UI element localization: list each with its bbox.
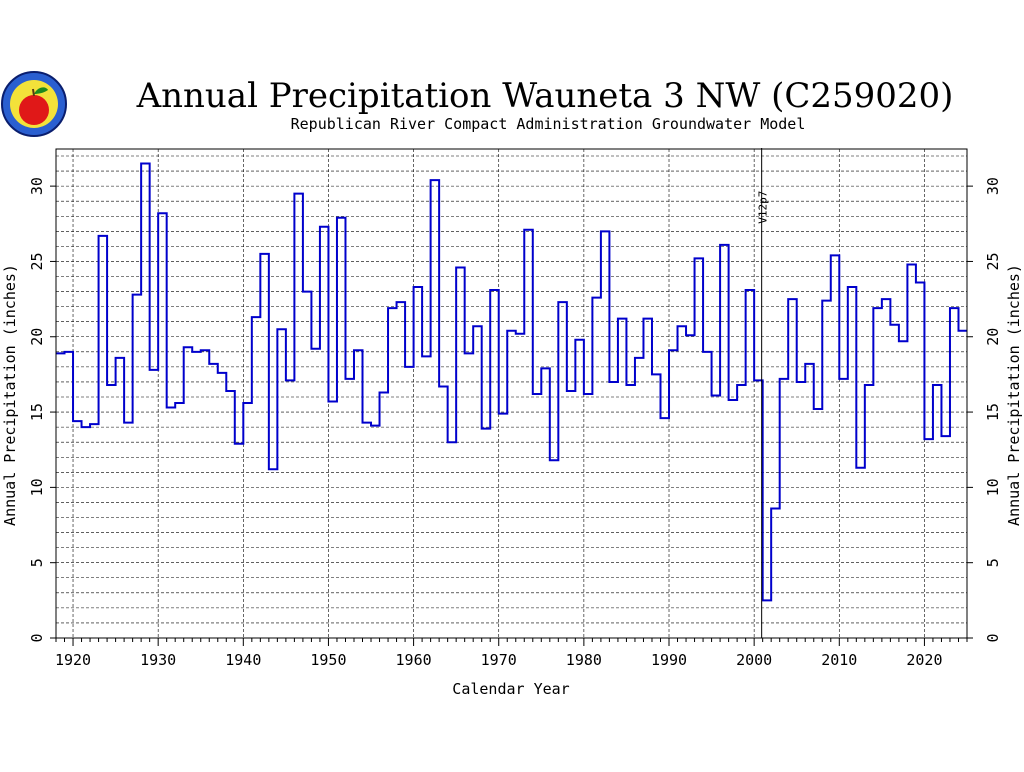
y-tick-label-left: 0 — [28, 633, 46, 642]
y-tick-label-right: 25 — [984, 252, 1002, 270]
annotation-label: V12p7 — [757, 191, 770, 224]
y-axis-label-left: Annual Precipitation (inches) — [1, 264, 19, 526]
x-tick-label: 1940 — [225, 651, 261, 669]
y-tick-label-right: 10 — [984, 478, 1002, 496]
chart-subtitle: Republican River Compact Administration … — [291, 115, 806, 133]
apple-seal-logo — [1, 71, 67, 137]
x-tick-label: 2000 — [736, 651, 772, 669]
y-tick-label-right: 15 — [984, 403, 1002, 421]
x-tick-label: 2010 — [821, 651, 857, 669]
x-tick-label: 1970 — [481, 651, 517, 669]
annotation-layer: V12p7 — [757, 148, 770, 638]
x-tick-label: 1990 — [651, 651, 687, 669]
x-tick-label: 1980 — [566, 651, 602, 669]
precip-step-line — [56, 162, 967, 602]
x-tick-label: 2020 — [906, 651, 942, 669]
y-tick-label-left: 10 — [28, 478, 46, 496]
y-tick-label-left: 15 — [28, 403, 46, 421]
y-tick-label-left: 30 — [28, 177, 46, 195]
y-tick-label-right: 5 — [984, 558, 1002, 567]
y-tick-label-left: 25 — [28, 252, 46, 270]
y-tick-label-left: 5 — [28, 558, 46, 567]
y-axis-label-right: Annual Precipitation (inches) — [1005, 264, 1023, 526]
y-tick-label-right: 20 — [984, 328, 1002, 346]
x-axis-label: Calendar Year — [452, 680, 569, 698]
x-tick-label: 1930 — [140, 651, 176, 669]
x-tick-label: 1920 — [55, 651, 91, 669]
x-tick-label: 1960 — [396, 651, 432, 669]
plot-frame — [55, 148, 968, 639]
y-tick-label-right: 30 — [984, 177, 1002, 195]
y-tick-label-right: 0 — [984, 633, 1002, 642]
y-tick-label-left: 20 — [28, 328, 46, 346]
gridlines — [56, 149, 967, 638]
x-tick-label: 1950 — [310, 651, 346, 669]
series-layer — [56, 162, 967, 602]
chart-title: Annual Precipitation Wauneta 3 NW (C2590… — [136, 76, 954, 116]
